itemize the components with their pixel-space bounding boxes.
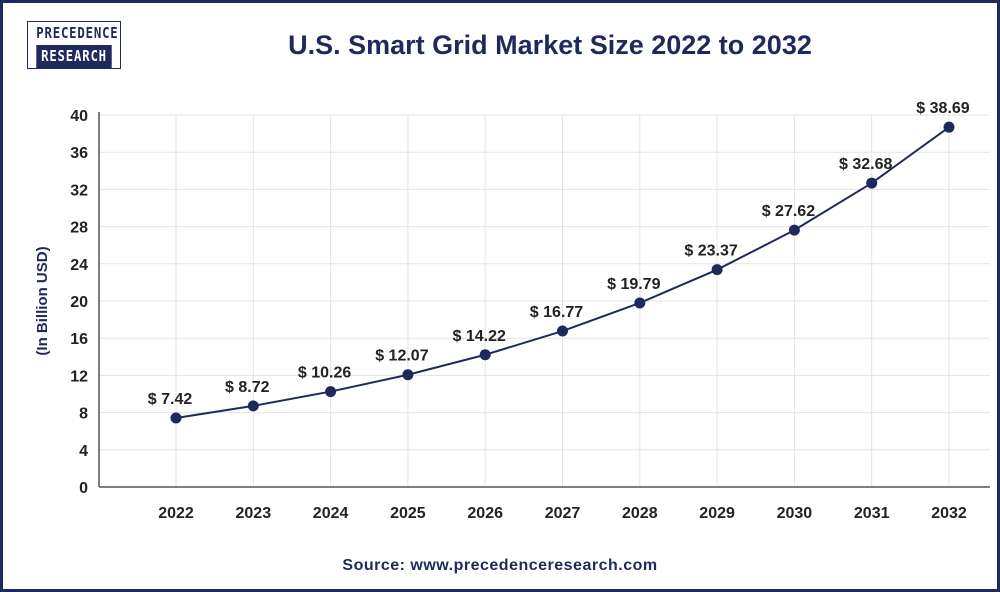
x-tick-label: 2029 (699, 505, 735, 522)
x-tick-label: 2027 (545, 505, 581, 522)
y-tick-label: 40 (70, 108, 88, 125)
x-tick-label: 2025 (390, 505, 426, 522)
data-label: $ 27.62 (762, 203, 815, 220)
x-tick-label: 2023 (236, 505, 272, 522)
data-point (325, 386, 337, 398)
chart-title: U.S. Smart Grid Market Size 2022 to 2032 (288, 30, 812, 60)
logo-line2: RESEARCH (36, 45, 112, 68)
x-tick-label: 2030 (777, 505, 813, 522)
data-point (247, 400, 259, 412)
data-label: $ 38.69 (916, 100, 969, 117)
y-tick-label: 20 (70, 294, 88, 311)
x-tick-label: 2028 (622, 505, 658, 522)
data-point (170, 412, 182, 424)
data-point (479, 349, 491, 361)
y-tick-label: 24 (70, 257, 88, 274)
x-tick-label: 2026 (467, 505, 503, 522)
data-label: $ 32.68 (839, 156, 892, 173)
source-text: Source: www.precedenceresearch.com (342, 557, 658, 574)
y-tick-label: 16 (70, 331, 88, 348)
y-tick-label: 12 (70, 368, 88, 385)
data-point (634, 297, 646, 309)
x-tick-label: 2022 (158, 505, 194, 522)
x-tick-label: 2024 (313, 505, 349, 522)
logo-line1: PRECEDENCE (36, 22, 118, 45)
y-tick-label: 28 (70, 220, 88, 237)
data-label: $ 23.37 (684, 243, 737, 260)
data-point (711, 264, 723, 276)
data-label: $ 19.79 (607, 276, 660, 293)
y-tick-label: 32 (70, 182, 88, 199)
y-tick-label: 36 (70, 145, 88, 162)
data-point (788, 224, 800, 236)
data-label: $ 12.07 (375, 348, 428, 365)
data-label: $ 10.26 (298, 365, 351, 382)
data-point (402, 369, 414, 381)
y-tick-label: 0 (79, 480, 88, 497)
data-label: $ 7.42 (148, 391, 193, 408)
y-tick-label: 4 (79, 443, 88, 460)
data-label: $ 14.22 (453, 328, 506, 345)
data-label: $ 16.77 (530, 304, 583, 321)
x-tick-label: 2031 (854, 505, 890, 522)
x-tick-label: 2032 (931, 505, 967, 522)
y-axis-label: (In Billion USD) (34, 246, 51, 355)
data-label: $ 8.72 (225, 379, 270, 396)
data-point (943, 121, 955, 133)
data-point (557, 325, 568, 337)
data-point (866, 177, 878, 189)
logo: PRECEDENCE RESEARCH (27, 21, 121, 69)
y-tick-label: 8 (79, 406, 88, 423)
